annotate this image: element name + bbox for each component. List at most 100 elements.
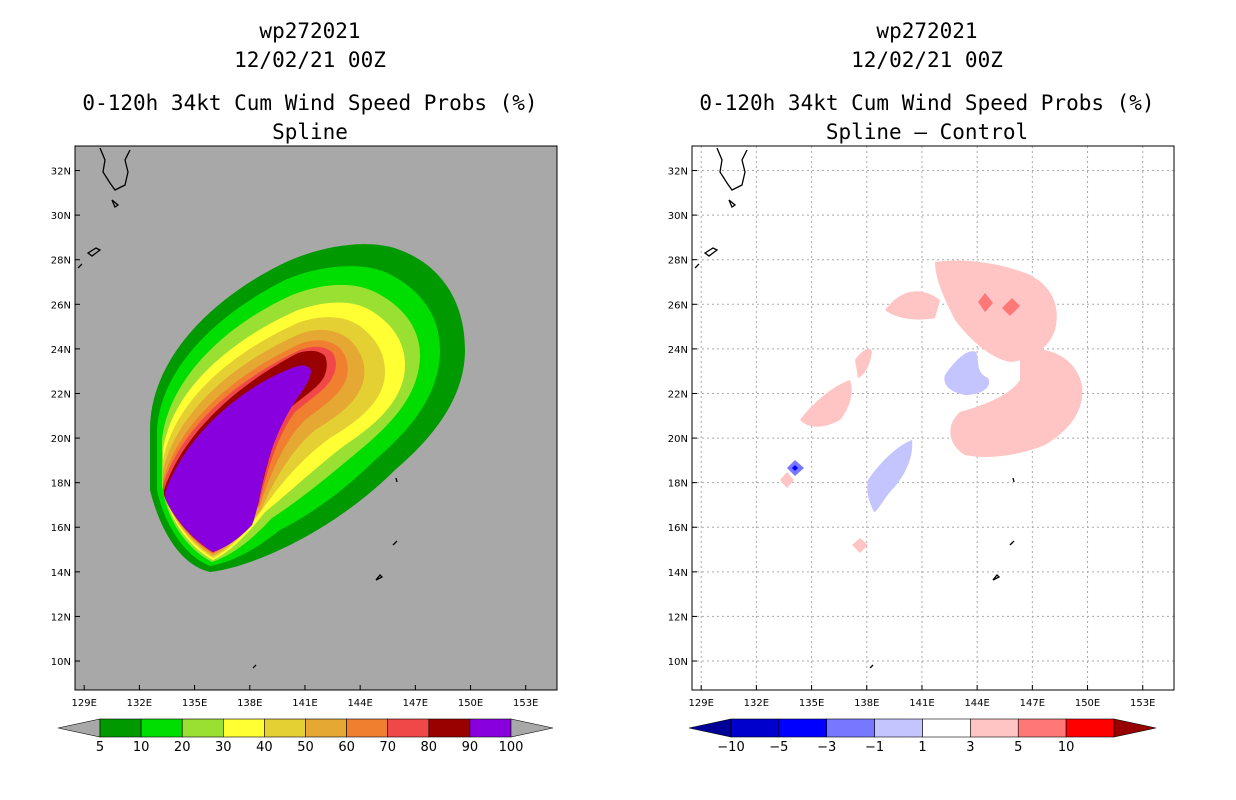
y-tick-label: 24N <box>51 345 71 356</box>
x-tick-label: 138E <box>854 698 879 709</box>
x-tick-label: 141E <box>909 698 934 709</box>
diff-neg-sw <box>787 460 804 476</box>
colorbar-swatch <box>181 718 224 738</box>
right-axes: 129E 132E 135E 138E 141E 144E 147E 150E 153E 10N 1… <box>668 167 1156 709</box>
coastline-ryukyu <box>694 263 700 269</box>
colorbar-label: −1 <box>865 740 884 755</box>
coastline-kyushu <box>716 147 748 191</box>
colorbar-label: 30 <box>215 740 232 755</box>
y-tick-label: 32N <box>668 167 688 178</box>
colorbar-high-extension <box>1113 718 1157 738</box>
colorbar-swatch <box>1017 718 1067 738</box>
colorbar-label: 1 <box>918 740 926 755</box>
coastline-marianas-1 <box>1009 540 1015 546</box>
contour-50 <box>163 329 365 556</box>
diff-pos-3b <box>1002 298 1020 316</box>
x-tick-label: 144E <box>347 698 372 709</box>
x-tick-label: 147E <box>403 698 428 709</box>
x-tick-label: 132E <box>127 698 152 709</box>
y-tick-label: 10N <box>51 657 71 668</box>
colorbar-low-extension <box>57 718 101 738</box>
x-tick-label: 153E <box>1130 698 1155 709</box>
colorbar-swatch <box>826 718 875 738</box>
colorbar-label: −10 <box>717 740 744 755</box>
coastline-marianas-3 <box>1012 477 1015 483</box>
y-tick-label: 18N <box>51 479 71 490</box>
y-tick-label: 14N <box>668 568 688 579</box>
contour-60 <box>163 340 348 554</box>
coastline-okinawa <box>86 247 102 257</box>
x-tick-label: 138E <box>237 698 262 709</box>
left-panel-header: wp272021 12/02/21 00Z 0-120h 34kt Cum Wi… <box>55 17 565 147</box>
coastline-yap <box>869 664 874 669</box>
left-storm-id: wp272021 <box>259 19 361 43</box>
colorbar-label: 10 <box>1058 740 1075 755</box>
right-title: 0-120h 34kt Cum Wind Speed Probs (%) <box>699 91 1155 115</box>
left-title: 0-120h 34kt Cum Wind Speed Probs (%) <box>82 91 538 115</box>
x-tick-label: 150E <box>458 698 483 709</box>
diff-neg-center <box>944 351 990 395</box>
x-tick-label: 132E <box>744 698 769 709</box>
colorbar-label: 10 <box>133 740 150 755</box>
left-map-frame <box>74 145 558 691</box>
left-axes: 129E 132E 135E 138E 141E 144E 147E 150E 153E 10N 1… <box>51 167 539 709</box>
colorbar-high-extension <box>510 718 554 738</box>
colorbar-swatch <box>1065 718 1115 738</box>
diff-pos-west-arm <box>800 380 852 427</box>
coastline-kyushu-south <box>728 199 737 208</box>
colorbar-label: 60 <box>338 740 355 755</box>
x-tick-label: 147E <box>1020 698 1045 709</box>
diff-neg-sw-core <box>792 465 798 471</box>
y-tick-label: 10N <box>668 657 688 668</box>
right-panel-header: wp272021 12/02/21 00Z 0-120h 34kt Cum Wi… <box>672 17 1182 147</box>
left-map-background <box>75 146 557 690</box>
y-tick-label: 26N <box>51 300 71 311</box>
colorbar-swatch <box>140 718 183 738</box>
right-subtitle: Spline – Control <box>825 120 1029 144</box>
x-tick-label: 141E <box>292 698 317 709</box>
colorbar-label: 70 <box>379 740 396 755</box>
colorbar-label: 3 <box>966 740 974 755</box>
y-tick-label: 16N <box>51 523 71 534</box>
coastline-kyushu-south <box>111 199 120 208</box>
contour-70 <box>163 346 336 553</box>
coastline-kyushu <box>99 147 131 191</box>
colorbar-label: 80 <box>421 740 438 755</box>
y-tick-label: 26N <box>668 300 688 311</box>
y-tick-label: 22N <box>51 389 71 400</box>
contour-5 <box>150 244 465 572</box>
colorbar-swatch <box>778 718 828 738</box>
diff-pos-north <box>935 260 1057 362</box>
contour-30 <box>163 302 405 560</box>
colorbar-swatch <box>387 718 430 738</box>
x-tick-label: 129E <box>71 698 96 709</box>
right-coastlines <box>694 147 1015 669</box>
contour-90 <box>165 365 311 552</box>
y-tick-label: 12N <box>51 612 71 623</box>
colorbar-swatch <box>730 718 780 738</box>
left-colorbar: 5 10 20 30 40 50 60 70 80 90 100 <box>57 718 554 755</box>
right-difference-contours <box>780 260 1083 553</box>
y-tick-label: 28N <box>51 256 71 267</box>
colorbar-swatch <box>305 718 347 738</box>
y-tick-label: 16N <box>668 523 688 534</box>
diff-pos-3a <box>978 293 993 312</box>
y-tick-label: 22N <box>668 389 688 400</box>
colorbar-swatch <box>428 718 471 738</box>
x-tick-label: 150E <box>1075 698 1100 709</box>
left-date: 12/02/21 00Z <box>234 48 386 72</box>
y-tick-label: 30N <box>51 211 71 222</box>
x-tick-label: 129E <box>688 698 713 709</box>
y-tick-label: 32N <box>51 167 71 178</box>
coastline-marianas-1 <box>392 540 398 546</box>
x-tick-label: 144E <box>964 698 989 709</box>
y-tick-label: 12N <box>668 612 688 623</box>
diff-pos-north-tail <box>885 291 940 320</box>
contour-10 <box>157 266 440 566</box>
colorbar-swatch <box>264 718 306 738</box>
colorbar-label: 40 <box>256 740 273 755</box>
colorbar-low-extension <box>688 718 732 738</box>
coastline-marianas-3 <box>395 477 398 483</box>
x-tick-label: 135E <box>182 698 207 709</box>
coastline-marianas-2 <box>992 574 1001 581</box>
